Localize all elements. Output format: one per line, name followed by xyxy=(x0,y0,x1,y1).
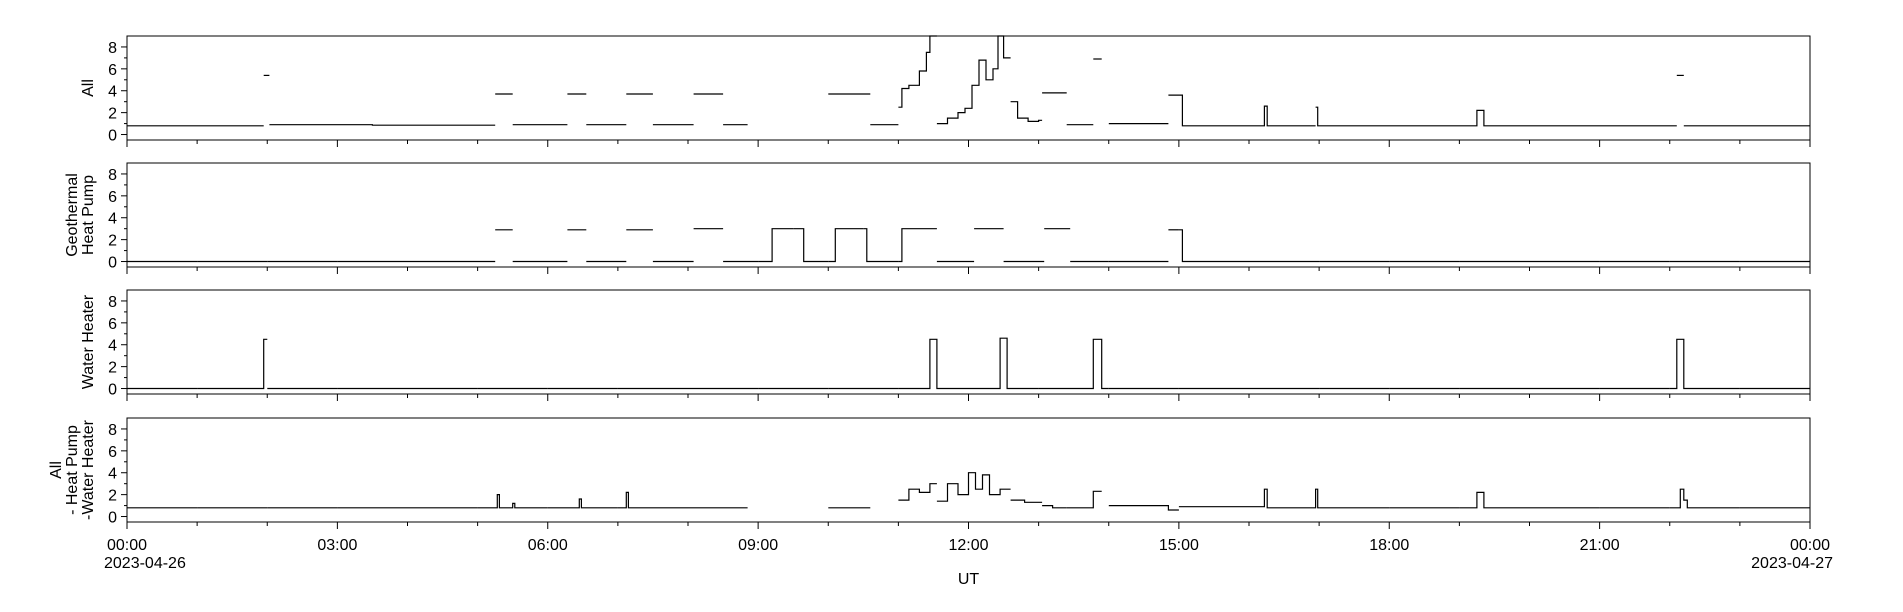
panel-4: 0 2 4 6 8 All- Heat Pump-Water Heater xyxy=(48,417,1811,529)
x-tick-label: 18:00 xyxy=(1369,537,1409,554)
y-tick-label: 0 xyxy=(108,255,117,272)
y-tick-label: 2 xyxy=(108,488,117,505)
panel-ylabel: All- Heat Pump-Water Heater xyxy=(48,419,97,520)
y-tick-label: 6 xyxy=(108,189,117,206)
panel-ylabel-line: - Heat Pump xyxy=(64,425,81,515)
y-tick-label: 4 xyxy=(108,466,117,483)
series-segment xyxy=(898,483,937,501)
y-tick-label: 8 xyxy=(108,294,117,311)
series-segment xyxy=(863,228,899,263)
y-tick-label: 0 xyxy=(108,510,117,527)
series-segment xyxy=(936,35,1011,125)
series-segment xyxy=(477,494,548,509)
y-tick-label: 6 xyxy=(108,62,117,79)
panel-ylabel-line: Heat Pump xyxy=(80,175,97,255)
panel-ylabel-line: Geothermal xyxy=(64,173,81,257)
series-segment xyxy=(968,337,1039,390)
series-segment xyxy=(793,228,829,263)
x-tick-label: 12:00 xyxy=(948,537,988,554)
y-tick-label: 4 xyxy=(108,211,117,228)
series-segment xyxy=(1669,338,1740,390)
series-segment xyxy=(197,338,268,390)
y-tick-label: 2 xyxy=(108,360,117,377)
series-segment xyxy=(1168,94,1316,127)
panel-ylabel-line: Water Heater xyxy=(80,294,97,389)
panel-ylabel: GeothermalHeat Pump xyxy=(64,173,97,257)
x-tick-label: 00:00 xyxy=(107,537,147,554)
panel-ylabel-line: -Water Heater xyxy=(80,419,97,520)
y-tick-label: 8 xyxy=(108,40,117,57)
series-segment xyxy=(758,228,794,263)
panel-frame xyxy=(126,162,1811,268)
series-segment xyxy=(898,35,937,108)
panel-frame xyxy=(126,35,1811,141)
series-segment xyxy=(1669,488,1740,509)
series-segment xyxy=(898,228,937,263)
series-segment xyxy=(269,124,496,126)
x-axis-title: UT xyxy=(958,571,980,588)
x-tick-label: 15:00 xyxy=(1159,537,1199,554)
series-segment xyxy=(1249,488,1320,509)
panel-frame xyxy=(126,289,1811,395)
x-tick-label: 21:00 xyxy=(1580,537,1620,554)
y-tick-label: 8 xyxy=(108,167,117,184)
y-tick-label: 4 xyxy=(108,338,117,355)
panel-ylabel-line: All xyxy=(80,79,97,97)
panel-ylabel: All xyxy=(80,79,97,97)
series-segment xyxy=(1038,338,1109,390)
series-segment xyxy=(1178,229,1249,263)
y-tick-label: 6 xyxy=(108,316,117,333)
y-tick-label: 4 xyxy=(108,84,117,101)
series-segment xyxy=(1459,491,1530,509)
series-segment xyxy=(1010,101,1043,122)
y-tick-label: 2 xyxy=(108,106,117,123)
x-date-label: 2023-04-26 xyxy=(104,555,186,572)
y-tick-label: 8 xyxy=(108,422,117,439)
series-segment xyxy=(1042,505,1067,509)
panel-3: 0 2 4 6 8 Water Heater xyxy=(80,289,1811,401)
x-tick-label: 06:00 xyxy=(528,537,568,554)
x-date-label: 2023-04-27 xyxy=(1751,555,1833,572)
panel-ylabel-line: All xyxy=(48,461,65,479)
series-segment xyxy=(898,338,969,390)
series-segment xyxy=(1108,505,1179,511)
y-tick-label: 0 xyxy=(108,128,117,145)
series-segment xyxy=(828,228,864,263)
y-tick-label: 0 xyxy=(108,382,117,399)
series-segment xyxy=(547,498,618,509)
y-tick-label: 2 xyxy=(108,233,117,250)
x-tick-label: 09:00 xyxy=(738,537,778,554)
panel-1: 0 2 4 6 8 All xyxy=(80,35,1811,147)
x-tick-label: 00:00 xyxy=(1790,537,1830,554)
panel-ylabel: Water Heater xyxy=(80,294,97,389)
series-segment xyxy=(936,472,1011,502)
x-tick-label: 03:00 xyxy=(317,537,357,554)
y-tick-label: 6 xyxy=(108,444,117,461)
panel-frame xyxy=(126,417,1811,523)
panel-2: 0 2 4 6 8 GeothermalHeat Pump xyxy=(64,162,1811,274)
series-segment xyxy=(1315,106,1677,127)
series-segment xyxy=(1066,490,1102,509)
series-segment xyxy=(1010,499,1043,503)
series-segment xyxy=(617,491,688,509)
